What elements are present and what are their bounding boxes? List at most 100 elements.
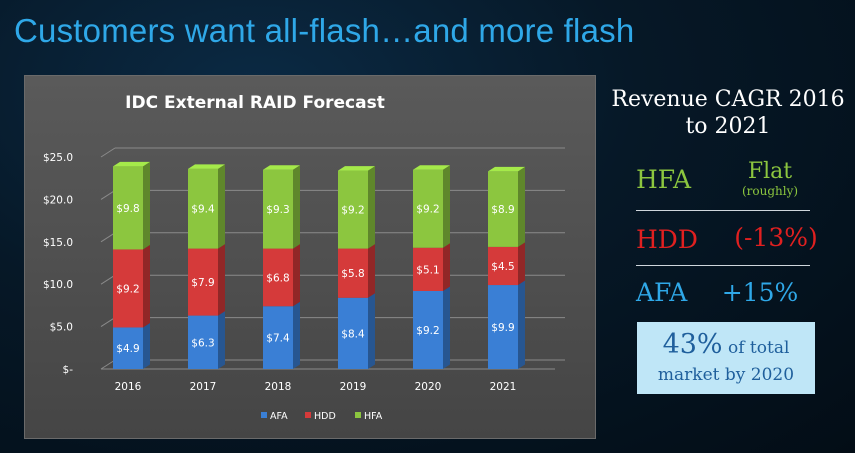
bar-side-hdd (293, 244, 300, 307)
divider-2 (636, 265, 810, 266)
hfa-value-text: Flat (747, 159, 793, 184)
bar-side-hdd (443, 243, 450, 291)
bar-hdd (188, 248, 218, 316)
bar-afa (338, 297, 368, 369)
chart-title: IDC External RAID Forecast (125, 93, 385, 113)
divider-1 (636, 210, 810, 211)
bar-top-hfa (338, 166, 375, 171)
bar-side-hfa (368, 166, 375, 249)
bar-afa (113, 327, 143, 369)
bar-hfa (188, 168, 218, 249)
legend-label-hfa: HFA (364, 411, 383, 422)
bar-top-hfa (263, 165, 300, 170)
cagr-heading-line2: to 2021 (685, 114, 771, 139)
legend-marker-hdd (305, 412, 311, 418)
bar-hdd (338, 248, 368, 298)
data-label: $9.4 (191, 204, 215, 216)
callout-big-number: 43% (662, 329, 723, 360)
gridline-depth (100, 359, 116, 370)
data-label: $9.2 (341, 205, 364, 217)
cagr-heading: Revenue CAGR 2016 to 2021 (608, 86, 848, 140)
y-tick-label: $5.0 (50, 322, 73, 334)
y-tick-label: $10.0 (43, 279, 73, 291)
data-label: $9.3 (266, 204, 289, 216)
x-tick-label: 2019 (340, 381, 367, 393)
bar-hdd (413, 247, 443, 291)
gridline-depth (100, 147, 116, 158)
chart-panel: IDC External RAID Forecast $- $5.0 $10.0 $15… (24, 75, 596, 439)
data-label: $9.2 (416, 325, 439, 337)
bar-side-afa (368, 293, 375, 369)
afa-value: +15% (721, 278, 799, 307)
bar-side-hdd (218, 244, 225, 316)
data-label: $6.3 (191, 337, 214, 349)
hfa-value-note: (roughly) (741, 184, 799, 198)
x-tick-label: 2020 (415, 381, 442, 393)
data-label: $8.9 (491, 204, 514, 216)
bar-top-hfa (413, 165, 450, 170)
bar-afa (263, 306, 293, 369)
data-label: $5.8 (341, 268, 364, 280)
gridline-depth (100, 274, 116, 285)
legend-label-afa: AFA (270, 411, 288, 422)
data-label: $9.2 (416, 204, 439, 216)
legend-label-hdd: HDD (314, 411, 336, 422)
callout-line1: 43% of total (637, 330, 815, 363)
bar-hdd (263, 248, 293, 307)
slide-title: Customers want all-flash…and more flash (14, 12, 635, 49)
legend-marker-afa (261, 412, 267, 418)
bar-hdd (113, 249, 143, 328)
data-label: $8.4 (341, 328, 365, 340)
bar-afa (413, 290, 443, 369)
data-label: $6.8 (266, 272, 289, 284)
data-label: $9.9 (491, 322, 514, 334)
bar-side-hfa (443, 165, 450, 248)
x-tick-label: 2018 (265, 381, 292, 393)
bar-side-hdd (368, 244, 375, 298)
afa-label: AFA (636, 278, 688, 307)
bar-hfa (263, 169, 293, 249)
bar-side-afa (293, 301, 300, 369)
bar-afa (188, 315, 218, 369)
cagr-heading-line1: Revenue CAGR 2016 (611, 87, 845, 112)
legend-marker-hfa (355, 412, 361, 418)
bar-side-hfa (293, 165, 300, 249)
x-tick-label: 2021 (490, 381, 517, 393)
bar-top-hfa (188, 164, 225, 169)
bar-side-hfa (218, 164, 225, 249)
y-tick-label: $15.0 (43, 237, 73, 249)
gridline-depth (100, 232, 116, 243)
bar-hdd (488, 246, 518, 286)
data-label: $4.5 (491, 261, 514, 273)
bar-top-hfa (113, 161, 150, 167)
x-tick-label: 2017 (190, 381, 217, 393)
bar-hfa (113, 166, 143, 250)
bar-side-afa (218, 311, 225, 369)
hfa-label: HFA (636, 165, 692, 194)
bar-top-hfa (488, 166, 525, 172)
callout-line2: market by 2020 (657, 365, 795, 385)
callout-line1-rest: of total (722, 338, 790, 358)
x-tick-label: 2016 (115, 381, 142, 393)
bar-afa (488, 285, 518, 369)
data-label: $9.2 (116, 283, 139, 295)
bar-hfa (413, 169, 443, 248)
data-label: $5.1 (416, 264, 439, 276)
market-share-callout: 43% of total market by 2020 (637, 322, 815, 394)
data-label: $9.8 (116, 203, 139, 215)
bar-hfa (338, 170, 368, 249)
bar-side-afa (518, 280, 525, 369)
y-tick-label: $- (63, 364, 74, 376)
data-label: $4.9 (116, 343, 139, 355)
bar-side-hdd (143, 244, 150, 328)
hdd-label: HDD (636, 225, 698, 254)
gridline-depth (100, 317, 116, 328)
bar-side-hfa (518, 166, 525, 247)
data-label: $7.9 (191, 277, 214, 289)
hfa-value: Flat (roughly) (720, 159, 820, 199)
bar-hfa (488, 171, 518, 247)
gridline-depth (100, 189, 116, 200)
bar-side-hdd (518, 242, 525, 286)
y-tick-label: $20.0 (43, 194, 73, 206)
stacked-bar-chart: IDC External RAID Forecast $- $5.0 $10.0 $15… (43, 93, 565, 422)
